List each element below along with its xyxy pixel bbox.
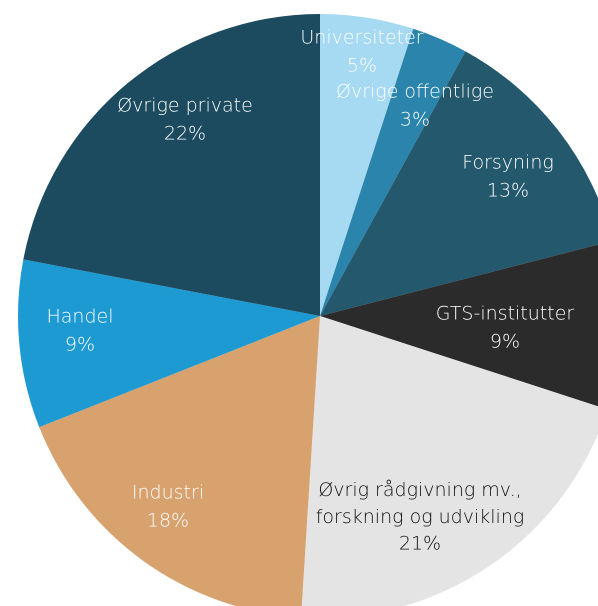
pie-slice bbox=[320, 14, 414, 316]
pie-slice bbox=[320, 51, 598, 316]
slice-label: Handel bbox=[46, 306, 113, 328]
value-label: 13% bbox=[487, 180, 529, 202]
slice-label: Øvrig rådgivning mv., forskning og udvikl… bbox=[316, 479, 525, 528]
value-label: 3% bbox=[400, 109, 430, 131]
value-label: 22% bbox=[164, 123, 206, 145]
value-label: 5% bbox=[347, 55, 377, 77]
pie-slice bbox=[320, 28, 466, 316]
label-line: Øvrig rådgivning mv., bbox=[318, 479, 521, 501]
value-label: 21% bbox=[399, 533, 441, 555]
slice-label: Universiteter bbox=[300, 27, 423, 49]
pie-slice bbox=[18, 259, 321, 428]
slice-label: GTS-institutter bbox=[436, 303, 575, 325]
slice-label: Øvrige private bbox=[117, 95, 253, 117]
pie-slice bbox=[301, 316, 598, 606]
slice-label: Forsyning bbox=[462, 152, 554, 174]
pie-slice bbox=[39, 316, 320, 606]
label-line: forskning og udvikling bbox=[316, 506, 525, 528]
slice-label: Industri bbox=[132, 482, 204, 504]
slice-label: Øvrige offentlige bbox=[336, 81, 494, 103]
pie-slice bbox=[23, 14, 321, 316]
value-label: 18% bbox=[147, 510, 189, 532]
pie-slice bbox=[320, 244, 598, 407]
value-label: 9% bbox=[65, 334, 95, 356]
value-label: 9% bbox=[490, 331, 520, 353]
